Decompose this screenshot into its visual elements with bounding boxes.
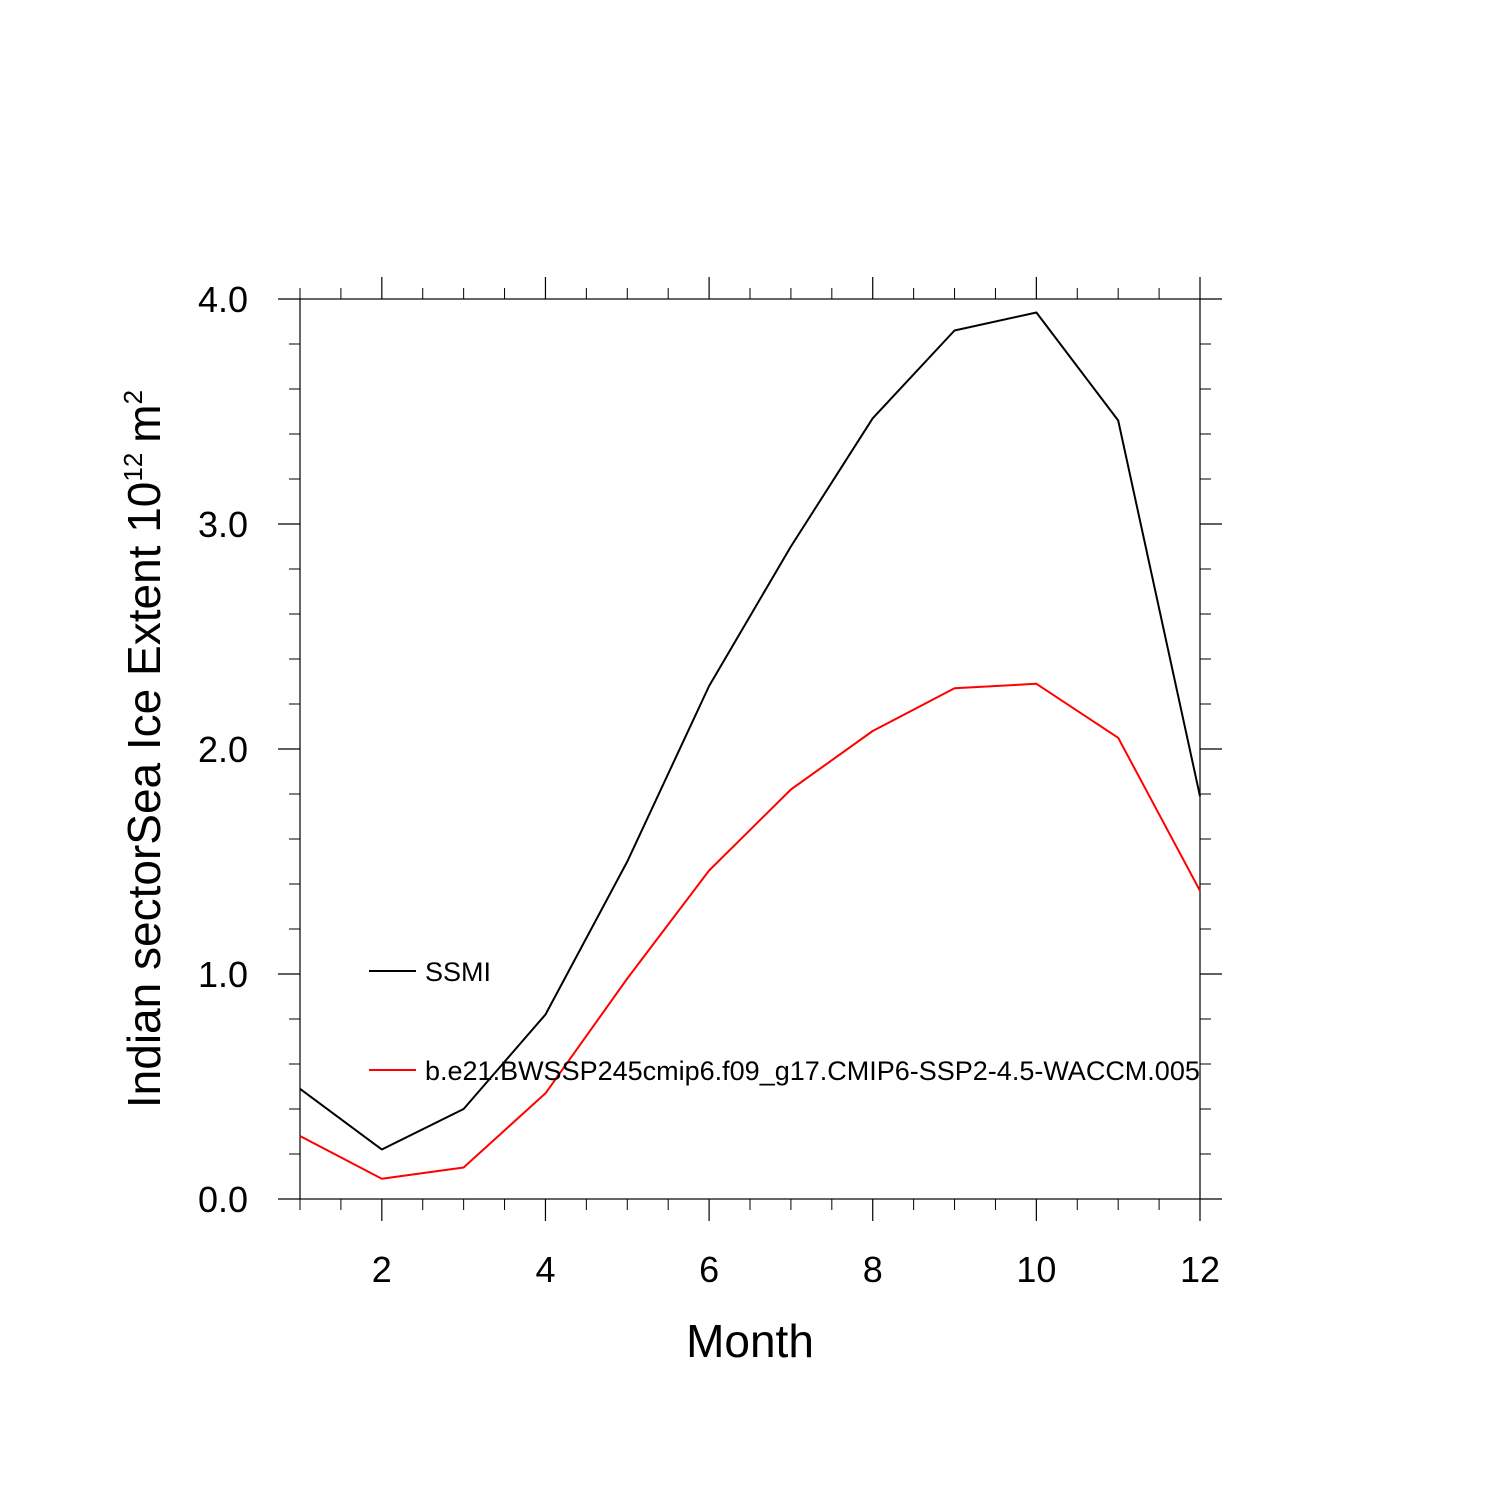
minor-ticks (289, 288, 1211, 1210)
x-tick-label: 8 (863, 1249, 883, 1290)
series-lines (299, 311, 1201, 1180)
series-line-ssmi (299, 311, 1201, 1151)
y-tick-label: 1.0 (198, 954, 248, 995)
y-tick-labels: 0.0 1.0 2.0 3.0 4.0 (198, 279, 248, 1220)
y-axis-title: Indian sectorSea Ice Extent 1012 m2 (118, 390, 170, 1108)
y-axis-title-exponent: 12 (118, 453, 148, 482)
major-ticks (278, 277, 1222, 1221)
legend-label-model: b.e21.BWSSP245cmip6.f09_g17.CMIP6-SSP2-4… (425, 1056, 1200, 1086)
x-tick-label: 2 (372, 1249, 392, 1290)
legend: SSMI b.e21.BWSSP245cmip6.f09_g17.CMIP6-S… (369, 957, 1200, 1086)
y-axis-title-text: Indian sectorSea Ice Extent 10 (118, 482, 170, 1109)
x-tick-label: 4 (535, 1249, 555, 1290)
y-tick-label: 3.0 (198, 504, 248, 545)
x-tick-label: 12 (1180, 1249, 1220, 1290)
x-tick-labels: 2 4 6 8 10 12 (372, 1249, 1220, 1290)
y-axis-title-unit: m (118, 404, 170, 442)
y-tick-label: 0.0 (198, 1179, 248, 1220)
y-tick-label: 4.0 (198, 279, 248, 320)
y-tick-label: 2.0 (198, 729, 248, 770)
x-tick-label: 10 (1016, 1249, 1056, 1290)
series-line-model (299, 682, 1201, 1180)
legend-label-ssmi: SSMI (425, 957, 491, 987)
x-axis-title: Month (686, 1315, 814, 1367)
y-axis-title-unit-exponent: 2 (118, 390, 148, 404)
x-tick-label: 6 (699, 1249, 719, 1290)
